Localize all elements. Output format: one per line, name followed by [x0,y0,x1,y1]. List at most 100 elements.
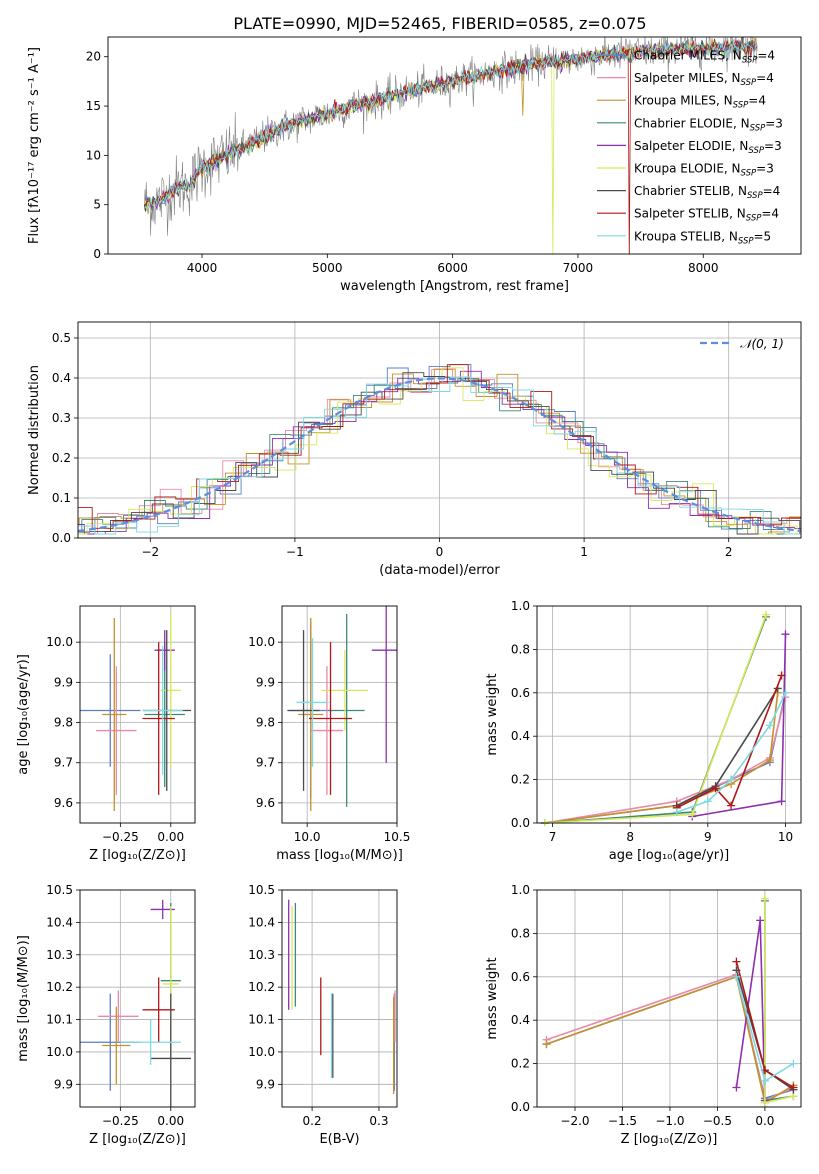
errorbar-salpeter-miles [98,990,139,1043]
weight-marker [732,972,741,981]
errorbar-kroupa-miles [102,1006,131,1085]
x-tick-label: −0.5 [703,1114,732,1128]
axes-frame [281,889,398,1108]
y-axis-label: Normed distribution [27,365,42,495]
errorbar-kroupa-elodie [321,650,369,731]
ticks: −0.25 0.00 9.9 10.0 10.1 10.2 10.3 10.4 10.5 [46,883,184,1128]
mass-weight-vs-metallicity-plot: −2.0 −1.5 −1.0 −0.5 0.0 0.0 0.2 0.4 0.6 0.8 1.0 Z [… [485,883,802,1147]
weight-marker [765,721,774,730]
weight-marker [762,610,771,619]
y-tick-label: 10.0 [46,1045,73,1059]
mass-vs-ebv-plot: 0.2 0.3 9.9 10.0 10.1 10.2 10.3 10.4 10.5 E(B-V) [248,883,398,1147]
y-tick-label: 10.0 [46,635,73,649]
axes-frame [281,605,398,824]
x-tick-label: 1 [580,545,588,559]
y-tick-label: 10.1 [248,1013,275,1027]
x-tick-label: 9 [704,830,712,844]
ticks: 4000 5000 6000 7000 8000 0 5 10 15 20 [86,50,719,275]
weights-salpeter-elodie [688,630,790,821]
legend-entry: Salpeter STELIB, NSSP=4 [634,207,779,224]
x-tick-label: −2 [141,545,159,559]
y-axis-label: mass [log₁₀(M/M⊙)] [16,935,31,1062]
weight-marker [711,784,720,793]
y-tick-label: 9.6 [54,796,73,810]
x-tick-label: 0.00 [157,830,184,844]
y-tick-label: 0 [93,247,101,261]
y-tick-label: 0.2 [52,451,71,465]
legend-entry: Kroupa STELIB, NSSP=5 [634,229,771,246]
axes-frame [536,605,802,824]
x-tick-label: −1 [286,545,304,559]
weight-marker [756,916,765,925]
y-tick-label: 0.1 [52,491,71,505]
figure-title: PLATE=0990, MJD=52465, FIBERID=0585, z=0… [233,14,646,33]
y-tick-label: 9.7 [54,756,73,770]
y-tick-label: 10.4 [46,915,73,929]
y-tick-label: 1.0 [511,883,530,897]
weight-marker [760,1098,769,1107]
x-tick-label: 0.2 [303,1114,322,1128]
y-tick-label: 10.5 [46,883,73,897]
y-tick-label: 9.8 [54,716,73,730]
x-tick-label: 10 [778,830,793,844]
y-tick-label: 10.2 [248,980,275,994]
x-tick-label: 0 [436,545,444,559]
weights-kroupa-elodie [540,610,771,826]
histogram-salpeter-miles [78,369,801,535]
normal-curve [78,377,801,533]
y-axis-label: mass weight [485,957,500,1039]
errorbar-chabrier-stelib [287,630,320,791]
x-axis-label: (data-model)/error [379,563,500,578]
ticks: −2 −1 0 1 2 0.0 0.1 0.2 0.3 0.4 0.5 [52,331,733,559]
x-tick-label: 7 [549,830,557,844]
y-tick-label: 9.9 [54,675,73,689]
axes-frame [79,605,196,824]
y-tick-label: 15 [86,99,101,113]
y-tick-label: 0.0 [511,1100,530,1114]
ticks: 7 8 9 10 0.0 0.2 0.4 0.6 0.8 1.0 [511,599,793,844]
weights-kroupa-stelib [732,972,798,1085]
x-tick-label: 6000 [437,261,468,275]
spectrum-legend: Chabrier MILES, NSSP=4 Salpeter MILES, NS… [597,49,783,246]
legend-entry: Chabrier ELODIE, NSSP=3 [634,116,783,133]
x-tick-label: 5000 [312,261,343,275]
legend-entry: Kroupa MILES, NSSP=4 [634,94,766,111]
y-tick-label: 10.0 [248,635,275,649]
mass-vs-metallicity-plot: −0.25 0.00 9.9 10.0 10.1 10.2 10.3 10.4 10.5 Z [l… [16,883,196,1147]
histogram-kroupa-elodie [78,367,801,535]
errorbar-salpeter-stelib [142,977,175,1043]
legend-entry: Chabrier STELIB, NSSP=4 [634,184,780,201]
weight-marker [789,1059,798,1068]
y-tick-label: 9.9 [256,675,275,689]
errorbar-kroupa-miles [102,618,127,811]
x-tick-label: 4000 [187,261,218,275]
histogram-chabrier-stelib [78,372,801,535]
errorbar-salpeter-miles [96,666,137,795]
histogram-chabrier-elodie [78,378,801,535]
model-spectrum-kroupa-stelib [143,39,758,210]
mass-weight-vs-age-plot: 7 8 9 10 0.0 0.2 0.4 0.6 0.8 1.0 age [log₁₀(age/yr… [485,599,802,863]
y-tick-label: 0.4 [52,371,71,385]
legend-entry: Salpeter MILES, NSSP=4 [634,71,774,88]
histogram-salpeter-stelib [78,364,801,529]
weight-marker [760,1076,769,1085]
y-tick-label: 9.8 [256,716,275,730]
x-axis-label: E(B-V) [319,1132,359,1147]
y-tick-label: 5 [93,198,101,212]
spectrum-plot: 4000 5000 6000 7000 8000 0 5 10 15 20 wavelength [… [27,36,802,294]
errorbar-salpeter-elodie [154,630,175,671]
ticks: 0.2 0.3 9.9 10.0 10.1 10.2 10.3 10.4 10.5 [248,883,388,1128]
weights-salpeter-stelib [672,671,786,812]
y-tick-label: 0.4 [511,1013,530,1027]
y-tick-label: 10.4 [248,915,275,929]
x-tick-label: −2.0 [560,1114,589,1128]
ticks: −2.0 −1.5 −1.0 −0.5 0.0 0.0 0.2 0.4 0.6 0.8 1.0 [511,883,775,1128]
x-axis-label: Z [log₁₀(Z/Z⊙)] [621,1132,718,1147]
y-tick-label: 0.8 [511,642,530,656]
weight-marker [777,797,786,806]
errorbar-kroupa-miles [298,618,324,811]
y-tick-label: 0.2 [511,773,530,787]
axes-frame [79,889,196,1108]
weight-marker [765,756,774,765]
